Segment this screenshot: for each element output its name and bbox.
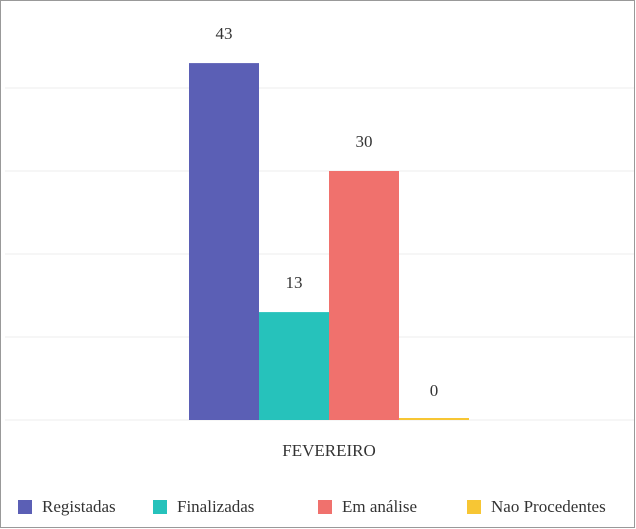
value-label: 13 <box>286 273 303 292</box>
legend-swatch <box>18 500 32 514</box>
legend-label: Finalizadas <box>177 497 254 516</box>
legend-swatch <box>467 500 481 514</box>
bar <box>399 418 469 420</box>
legend-label: Nao Procedentes <box>491 497 606 516</box>
legend-label: Registadas <box>42 497 116 516</box>
legend-label: Em análise <box>342 497 417 516</box>
legend-swatch <box>153 500 167 514</box>
value-label: 0 <box>430 381 439 400</box>
value-label: 43 <box>216 24 233 43</box>
x-tick-label: FEVEREIRO <box>282 441 376 460</box>
value-label: 30 <box>356 132 373 151</box>
bar <box>329 171 399 420</box>
legend-swatch <box>318 500 332 514</box>
bar <box>259 312 329 420</box>
bar <box>189 63 259 420</box>
